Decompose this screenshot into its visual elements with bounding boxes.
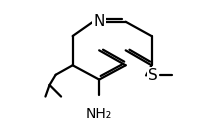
Text: N: N [94,14,105,29]
Text: S: S [148,68,158,83]
Text: NH₂: NH₂ [86,107,112,120]
